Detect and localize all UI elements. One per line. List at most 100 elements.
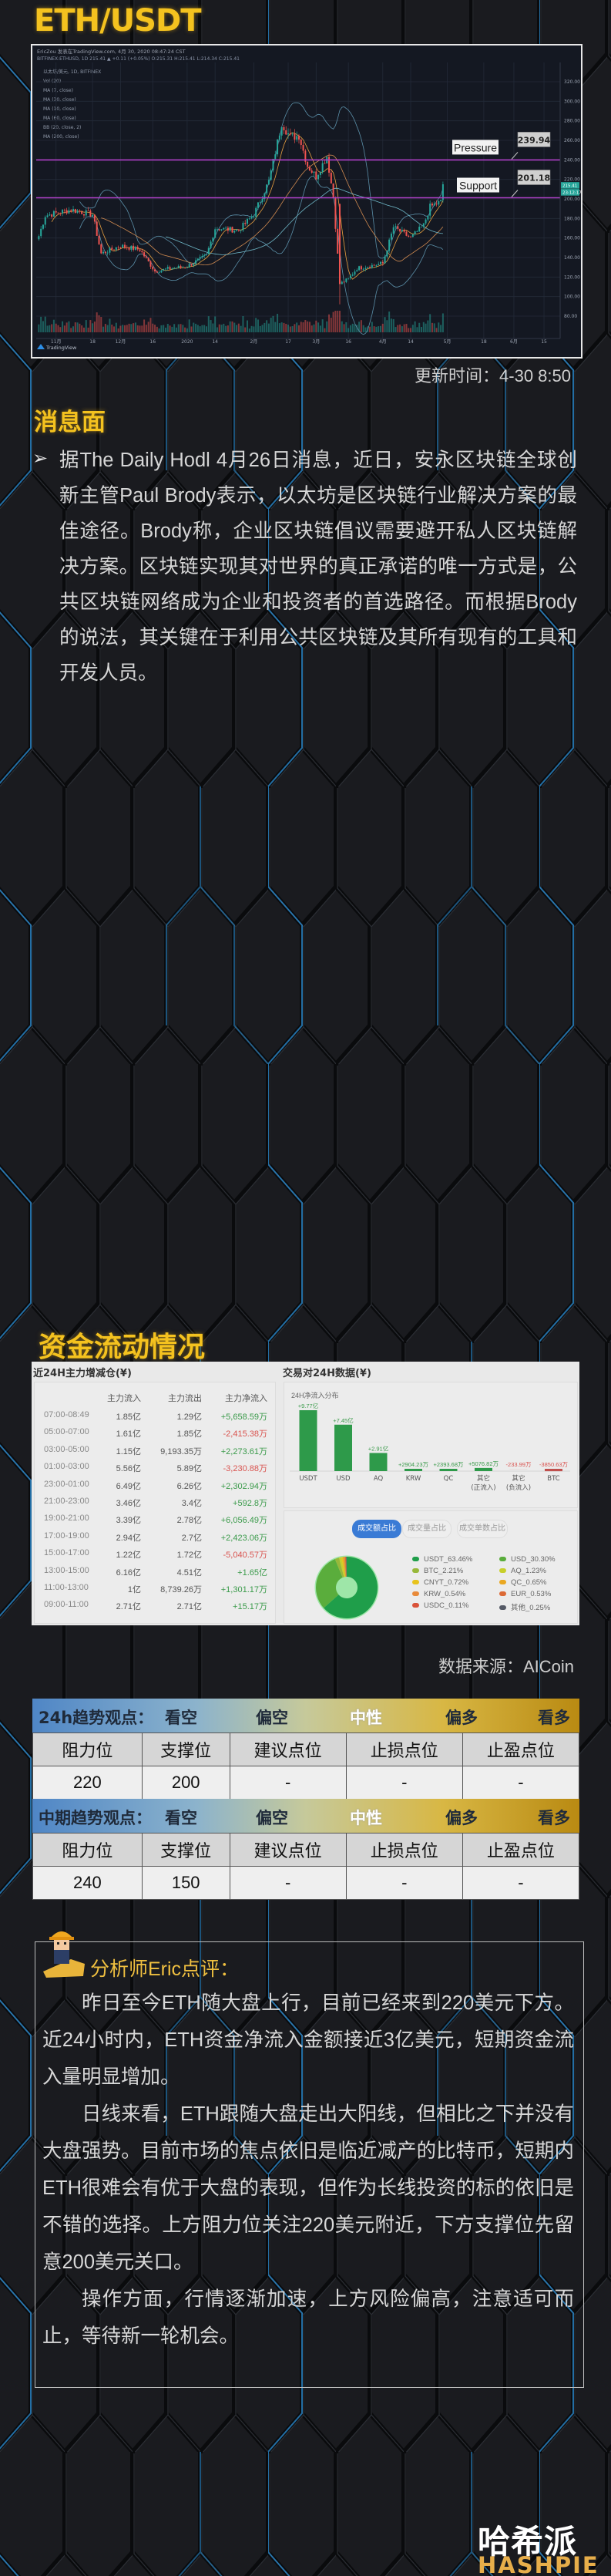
bar-category-label: 其它(负流入) <box>506 1474 531 1492</box>
volume-bar <box>371 322 373 332</box>
candle-body <box>285 130 287 135</box>
legend-item: 其他_0.25% <box>499 1601 550 1612</box>
tradingview-cloud-icon <box>37 344 45 349</box>
legend-label: KRW_0.54% <box>424 1590 466 1598</box>
volume-bar <box>302 322 304 332</box>
volume-bar <box>188 319 190 332</box>
candle-body <box>100 244 102 254</box>
candle-body <box>136 247 139 250</box>
volume-bar <box>190 326 193 332</box>
candle-body <box>158 272 160 274</box>
row-net-inflow: -2,415.38万 <box>223 1429 267 1440</box>
header-row: 阻力位 支撑位 建议点位 止损点位 止盈点位 <box>32 1833 580 1867</box>
candle-body <box>379 261 381 264</box>
candle-body <box>242 222 244 231</box>
candle-body <box>311 170 313 173</box>
candle-body <box>332 183 334 198</box>
volume-bar <box>429 314 431 332</box>
volume-bar <box>111 325 113 332</box>
row-inflow: 5.56亿 <box>116 1464 141 1474</box>
row-net-inflow: +6,056.49万 <box>220 1516 267 1526</box>
x-tick-label: 17 <box>285 339 291 345</box>
volume-bar <box>319 325 321 332</box>
row-net-inflow: +2,302.94万 <box>220 1481 267 1491</box>
volume-bar <box>392 318 394 332</box>
candle-body <box>390 233 392 240</box>
volume-bar <box>171 326 173 332</box>
volume-bar <box>330 318 332 332</box>
value-row: 220 200- - - <box>32 1766 580 1800</box>
volume-bar <box>274 322 277 332</box>
volume-bar <box>214 316 217 332</box>
hashpie-logo-cn: 哈希派 <box>478 2523 578 2561</box>
volume-bar <box>257 319 259 332</box>
candle-body <box>343 281 345 283</box>
value-cell: 200 <box>141 1766 230 1800</box>
volume-bar <box>278 323 280 332</box>
volume-bar <box>63 325 65 332</box>
candle-body <box>386 251 388 257</box>
candle-body <box>70 210 72 212</box>
candle-body <box>280 126 283 136</box>
candle-body <box>93 214 96 222</box>
candle-body <box>267 180 270 185</box>
x-tick-label: 3月 <box>312 339 320 345</box>
volume-bar <box>259 325 261 332</box>
row-inflow: 1亿 <box>127 1585 141 1594</box>
legend-label: USDT_63.46% <box>424 1555 473 1564</box>
candle-body <box>338 204 341 285</box>
volume-bar <box>122 325 124 332</box>
volume-bar <box>285 324 287 332</box>
volume-bar <box>294 324 296 332</box>
value-cell: 240 <box>32 1866 143 1900</box>
volume-bar <box>44 316 46 332</box>
volume-bar <box>184 327 186 332</box>
trend-header-0: 24h趋势观点： 看空 偏空 中性 偏多 看多 <box>32 1699 579 1732</box>
volume-bar <box>65 322 68 332</box>
row-time: 15:00-17:00 <box>44 1548 89 1558</box>
candle-body <box>225 227 227 229</box>
volume-bar <box>427 320 429 332</box>
candle-body <box>177 265 180 268</box>
candle-body <box>255 207 257 217</box>
volume-bar <box>173 324 176 332</box>
tradingview-brand: TradingView <box>45 345 77 351</box>
tab-share-1[interactable]: 成交量占比 <box>402 1520 452 1538</box>
candle-body <box>358 266 361 271</box>
header-cell: 止盈点位 <box>462 1833 580 1867</box>
fund-flow-screenshot: 近24H主力增减仓(¥) 交易对24H数据(¥) 24H净流入分布 +9.77亿… <box>32 1362 579 1625</box>
volume-bar <box>401 326 403 332</box>
volume-bar <box>381 323 384 332</box>
tab-share-0[interactable]: 成交额占比 <box>352 1520 401 1538</box>
candle-body <box>79 210 81 212</box>
volume-bar <box>356 325 358 332</box>
volume-bar <box>240 325 242 332</box>
ma30-line <box>101 154 444 266</box>
legend-swatch <box>499 1557 506 1562</box>
candle-body <box>418 227 421 232</box>
bar-value-label: +2393.68万 <box>434 1461 464 1468</box>
volume-bar <box>163 325 165 332</box>
volume-bar <box>399 324 401 332</box>
row-time: 05:00-07:00 <box>44 1427 89 1437</box>
bar-value-label: +7.45亿 <box>333 1416 354 1424</box>
value-cell: - <box>345 1766 463 1800</box>
legend-swatch <box>412 1603 419 1608</box>
candlestick-chart-svg: EricZou 发表在TradingView.com, 4月 30, 2020 … <box>36 48 581 351</box>
support-callout-line <box>511 190 519 197</box>
volume-bar <box>416 327 418 332</box>
candle-body <box>371 264 373 268</box>
row-outflow: 3.4亿 <box>181 1499 202 1508</box>
candle-body <box>236 229 238 231</box>
volume-bar <box>334 311 337 332</box>
value-row: 240 150- - - <box>32 1866 580 1900</box>
category-line: (负流入) <box>506 1483 531 1492</box>
volume-bar <box>237 323 240 332</box>
volume-bar <box>156 326 158 332</box>
volume-bar <box>134 322 136 332</box>
candle-body <box>416 231 418 232</box>
volume-bar <box>182 325 184 332</box>
legend-label: CNYT_0.72% <box>424 1578 469 1587</box>
bullet-arrow-icon: ➢ <box>32 447 49 469</box>
tab-share-2[interactable]: 成交单数占比 <box>457 1520 508 1538</box>
